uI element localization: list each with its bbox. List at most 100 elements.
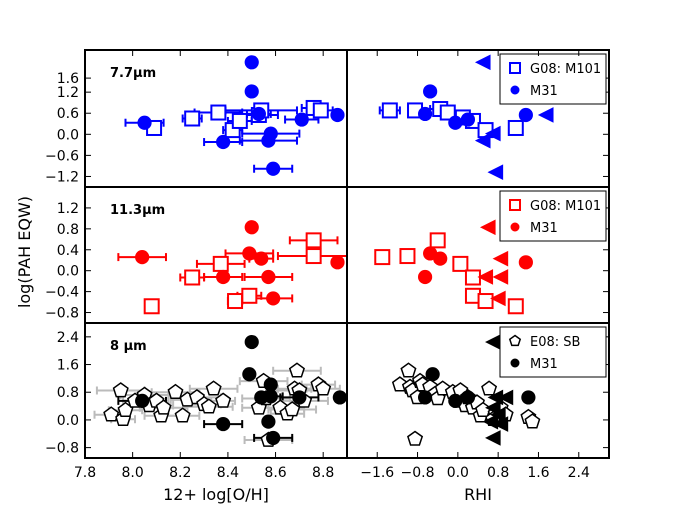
data-point-triangle-left (484, 399, 501, 416)
data-point-triangle-left (537, 107, 554, 123)
data-point-circle (242, 246, 257, 261)
y-tick-label: 0.6 (57, 106, 79, 122)
data-point-square (374, 249, 391, 266)
data-point-circle (216, 134, 231, 150)
data-point-pentagon (174, 407, 191, 423)
data-point-circle (423, 84, 438, 99)
data-point-circle (216, 269, 231, 285)
data-point-pentagon (103, 406, 120, 422)
data-point-square (305, 248, 322, 265)
data-point-pentagon (288, 362, 305, 378)
legend-label: G08: M101 (530, 62, 601, 77)
data-point-circle (518, 255, 533, 270)
y-tick-label: 1.2 (57, 201, 79, 217)
data-point-pentagon (200, 398, 217, 414)
y-tick-label: 0.4 (57, 243, 79, 259)
data-point-square (210, 104, 227, 121)
data-point-circle (294, 112, 309, 127)
x-tick-label: 8.0 (122, 465, 144, 481)
panel-marks (93, 334, 347, 447)
y-tick-label: 0.8 (57, 222, 79, 238)
data-point-circle (244, 334, 259, 350)
y-tick-label: −0.8 (45, 441, 79, 457)
data-point-circle (433, 251, 448, 266)
data-point-pentagon (167, 383, 184, 400)
data-point-triangle-left (492, 416, 509, 432)
data-point-triangle-left (492, 269, 509, 285)
data-point-triangle-left (479, 219, 496, 236)
data-point-pentagon (155, 399, 172, 415)
data-point-square (305, 232, 322, 249)
right-x-axis-label: RHI (464, 485, 492, 504)
panel-p113_oh: 1.2 0.8 0.4 0.0 −0.4 −0.8 11.3μm (45, 201, 609, 322)
x-tick-label: −0.8 (401, 465, 435, 481)
x-tick-label: −1.6 (360, 465, 394, 481)
data-point-pentagon (112, 382, 129, 398)
panel-title: 11.3μm (110, 203, 165, 218)
panel-title: 7.7μm (110, 66, 156, 81)
data-point-circle (518, 107, 533, 123)
y-tick-label: 1.6 (57, 358, 79, 374)
panel-marks (391, 334, 541, 446)
data-point-triangle-left (484, 334, 501, 350)
data-point-pentagon (407, 430, 424, 446)
data-point-triangle-left (490, 290, 506, 307)
data-point-circle (448, 393, 463, 408)
x-tick-label: 8.4 (217, 465, 239, 481)
data-point-circle (417, 269, 433, 285)
legend-label: M31 (530, 221, 558, 236)
panel-marks (374, 219, 533, 315)
panel-marks (117, 220, 347, 315)
data-point-circle (417, 390, 433, 405)
x-tick-label: 0.8 (487, 465, 509, 481)
y-tick-label: 1.6 (57, 71, 79, 87)
data-point-circle (332, 390, 347, 405)
y-tick-label: 0.8 (57, 385, 79, 401)
legend-marker (509, 62, 521, 74)
data-point-circle (330, 107, 345, 123)
data-point-circle (292, 390, 307, 405)
y-tick-label: −1.2 (45, 169, 79, 185)
data-point-circle (330, 255, 345, 270)
data-point-triangle-left (484, 430, 501, 446)
data-point-circle (521, 390, 536, 405)
panel-title: 8 μm (110, 339, 147, 354)
data-point-triangle-left (492, 250, 509, 267)
data-point-circle (266, 291, 281, 306)
data-point-circle (425, 367, 440, 382)
legend-marker (509, 199, 521, 211)
data-point-pentagon (315, 380, 332, 396)
y-tick-label: −0.4 (45, 285, 79, 301)
y-tick-label: 0.0 (57, 264, 79, 280)
legend-marker (510, 85, 520, 95)
data-point-square (184, 110, 201, 127)
legend: E08: SB M31 (499, 326, 607, 378)
data-point-square (241, 287, 258, 304)
y-tick-label: −0.8 (45, 306, 79, 322)
data-point-square (507, 298, 524, 315)
left-x-axis-label: 12+ log[O/H] (163, 485, 269, 504)
y-tick-label: 1.2 (57, 85, 79, 101)
x-tick-label: 8.2 (169, 465, 191, 481)
data-point-square (439, 104, 456, 121)
panel-p8_rhi: −1.6 −0.8 0.0 0.8 1.6 2.4 E08: SB M31 (360, 326, 607, 481)
data-point-square (399, 248, 416, 265)
data-point-circle (460, 390, 476, 405)
x-tick-label: 7.8 (74, 465, 96, 481)
data-point-square (477, 293, 494, 310)
data-point-circle (137, 115, 152, 130)
data-point-circle (417, 106, 433, 122)
y-tick-label: −0.6 (45, 148, 79, 164)
data-point-circle (242, 367, 257, 382)
legend: G08: M101 M31 (499, 190, 607, 242)
data-point-circle (460, 112, 476, 127)
data-point-triangle-left (497, 389, 514, 406)
data-point-circle (244, 220, 259, 235)
data-point-circle (266, 430, 281, 446)
data-point-triangle-left (474, 54, 491, 71)
data-point-pentagon (524, 413, 541, 429)
data-point-pentagon (215, 392, 232, 408)
legend-label: G08: M101 (530, 199, 601, 214)
x-tick-label: 8.8 (312, 465, 334, 481)
